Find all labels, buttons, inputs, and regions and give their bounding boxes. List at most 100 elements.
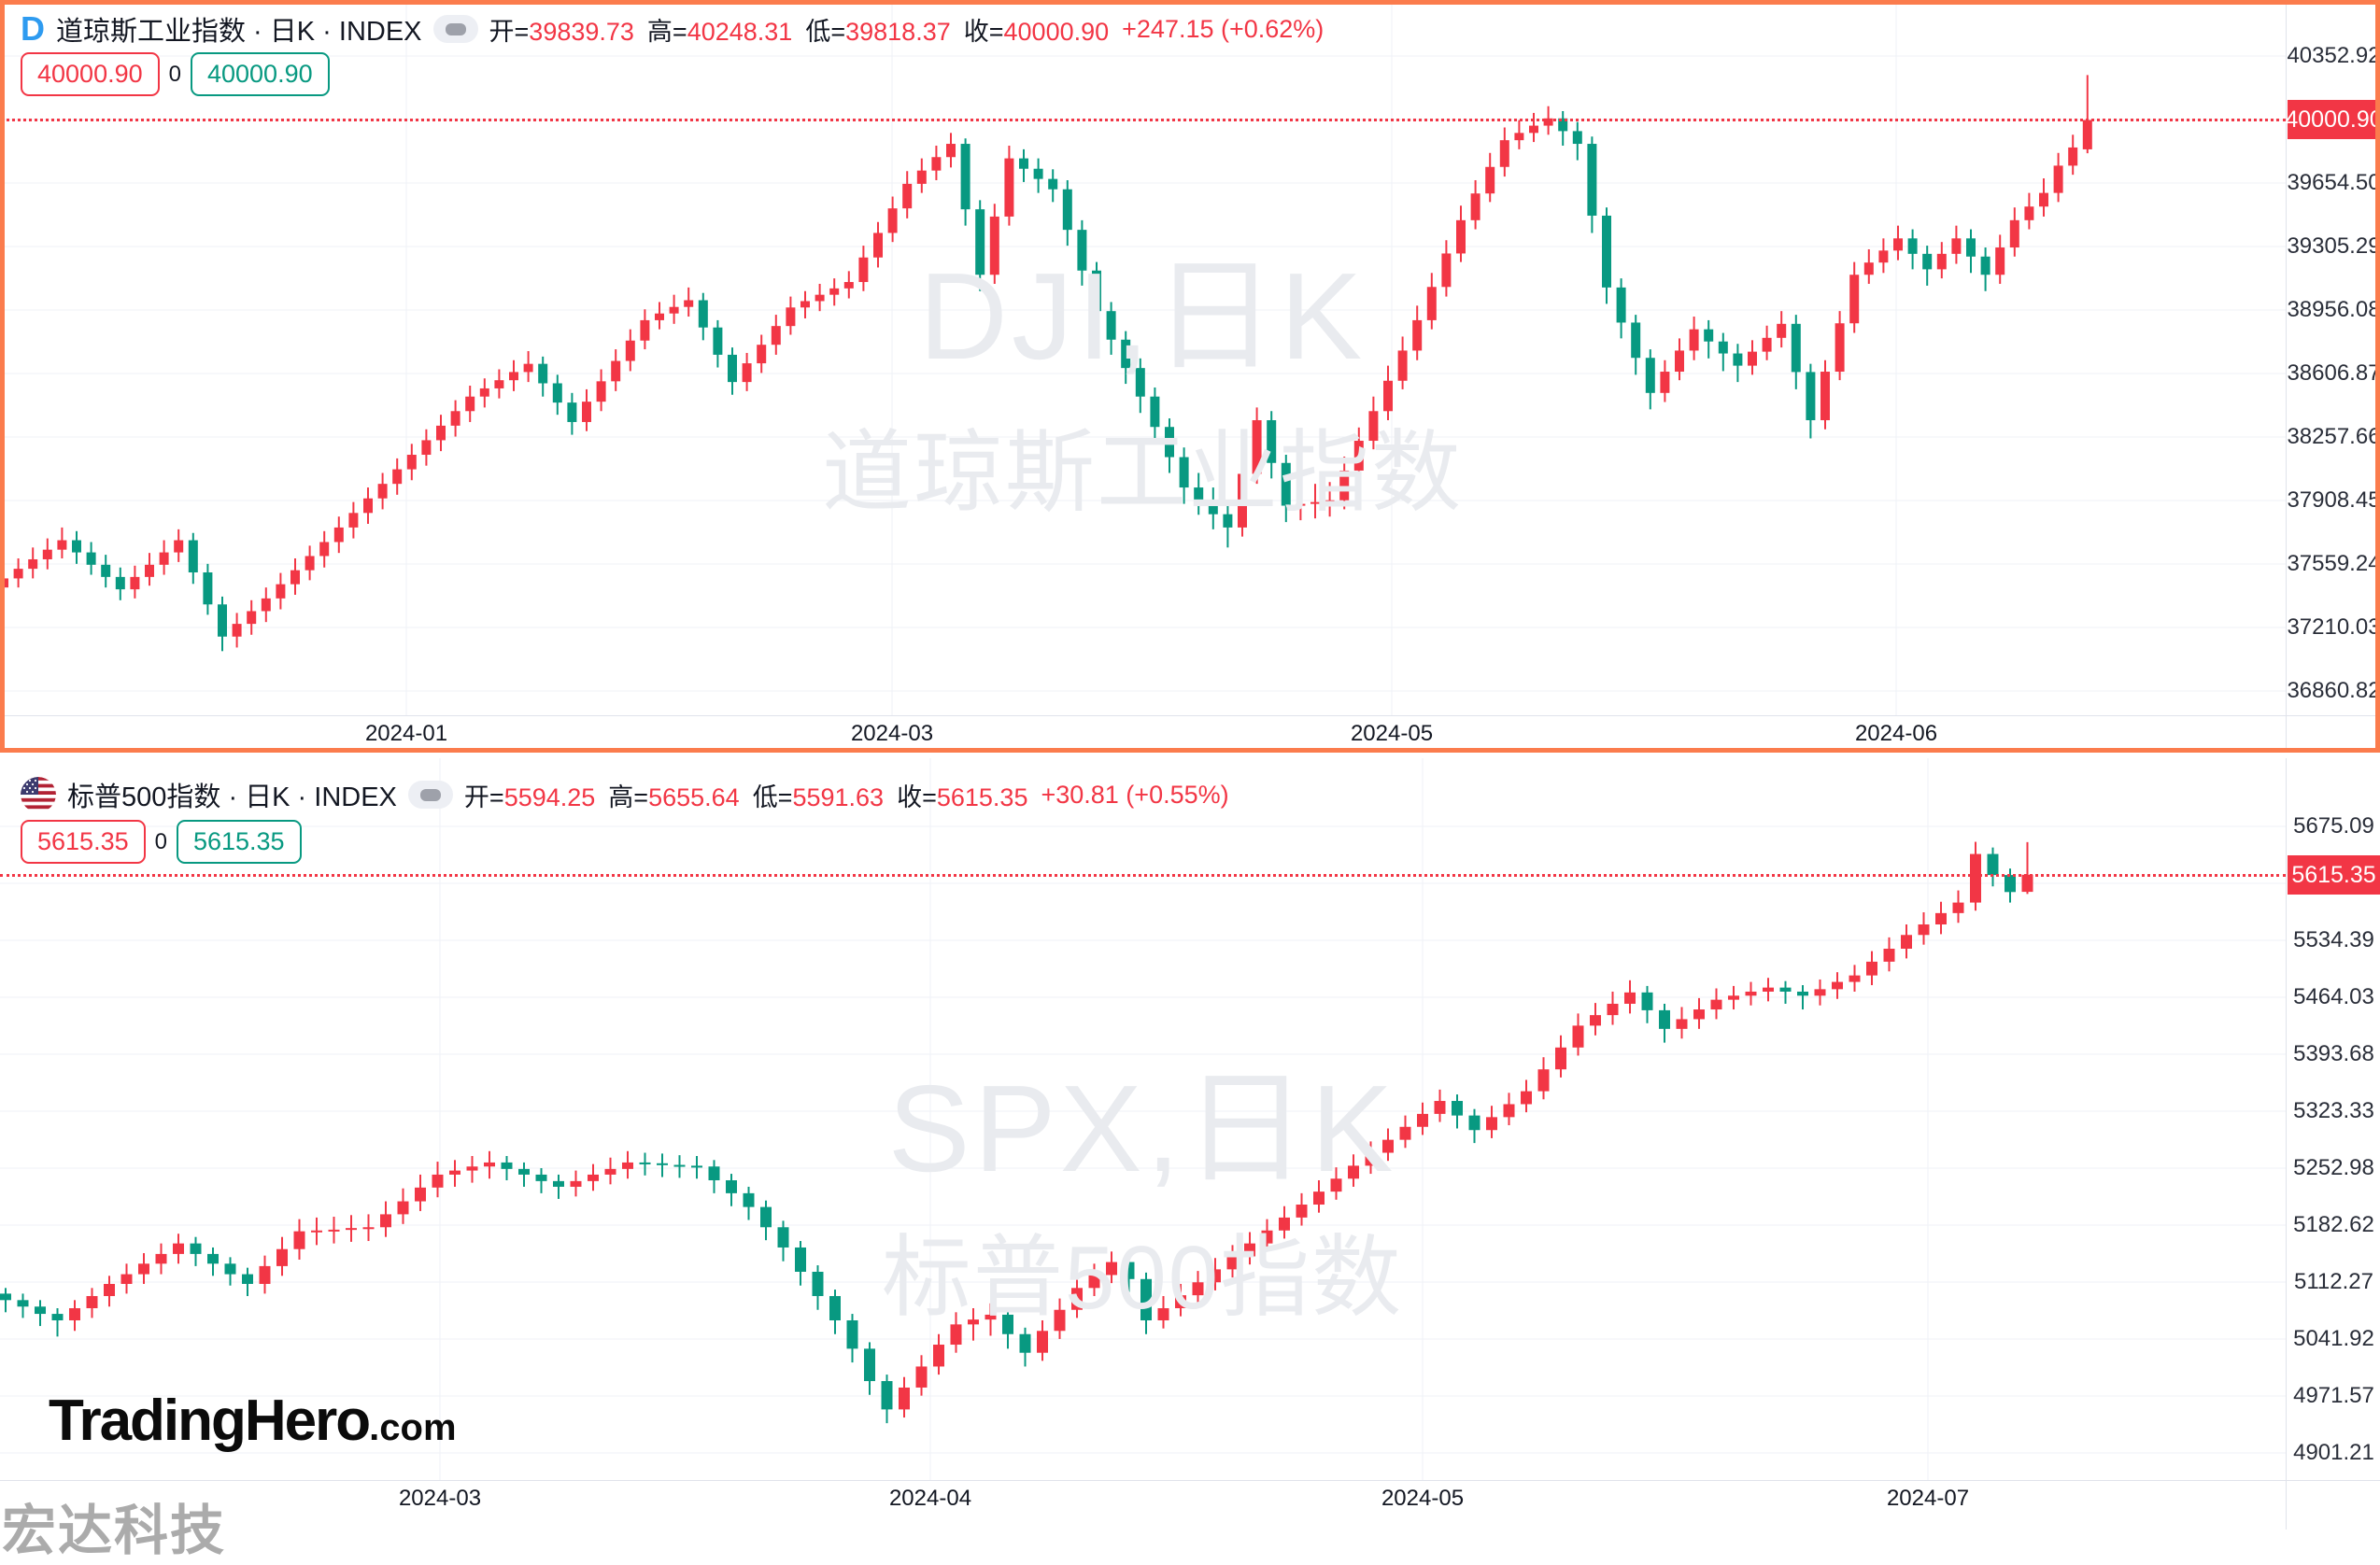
candle-body (1383, 380, 1393, 412)
candle-body (1951, 238, 1962, 254)
candle-body (115, 576, 125, 590)
open-value: 5594.25 (503, 782, 596, 811)
candle-body (1631, 322, 1641, 359)
candle-body (950, 1324, 962, 1346)
candle-body (864, 1348, 875, 1382)
candle-body (1470, 193, 1480, 220)
candle-body (655, 313, 664, 320)
candle-body (742, 363, 752, 383)
ohlc-readout: 开=5594.25 高=5655.64 低=5591.63 收=5615.35 … (464, 777, 1229, 813)
candle-body (86, 1295, 98, 1308)
candle-body (2009, 219, 2019, 248)
price-tick: 37908.45 (2287, 487, 2380, 513)
candle-body (120, 1274, 133, 1284)
chart-watermark-symbol: DJI,日K (918, 247, 1367, 385)
candle-body (1165, 427, 1174, 458)
tradinghero-logo: TradingHero.com (49, 1388, 457, 1454)
sell-price-button[interactable]: 5615.35 (21, 820, 146, 865)
symbol-title[interactable]: 道琼斯工业指数 · 日K · INDEX (56, 17, 422, 47)
legend-toggle-icon[interactable] (407, 781, 453, 809)
candle-body (887, 208, 898, 233)
candle-body (1348, 1165, 1359, 1179)
candle-body (1537, 1069, 1550, 1092)
candle-body (1558, 118, 1568, 132)
candle-body (691, 1165, 702, 1168)
candle-body (1936, 253, 1947, 270)
sell-price-button[interactable]: 40000.90 (21, 52, 160, 97)
candle-body (392, 469, 403, 485)
buy-price-button[interactable]: 5615.35 (176, 820, 302, 865)
candle-body (567, 402, 577, 422)
candle-body (363, 498, 373, 514)
open-label: 开= (489, 17, 530, 46)
buy-price-button[interactable]: 40000.90 (190, 52, 330, 97)
candle-body (1261, 1230, 1273, 1244)
candle-body (1150, 396, 1160, 428)
candle-body (2021, 874, 2033, 893)
candle-body (786, 307, 796, 327)
symbol-title[interactable]: 标普500指数 · 日K · INDEX (67, 782, 397, 812)
candle-body (1456, 219, 1466, 254)
candle-body (1226, 1256, 1239, 1270)
candle-body (1514, 133, 1524, 141)
candle-body (916, 170, 927, 184)
trade-price-buttons: 5615.35 0 5615.35 (21, 820, 302, 865)
close-value: 5615.35 (936, 782, 1028, 811)
legend-toggle-icon[interactable] (432, 15, 478, 43)
candle-body (604, 1168, 616, 1175)
candle-body (933, 1345, 944, 1367)
trade-price-buttons: 40000.90 0 40000.90 (21, 52, 330, 97)
price-tick: 38606.87 (2287, 360, 2380, 386)
candle-body (1820, 372, 1830, 421)
candle-body (1296, 503, 1306, 506)
candle-body (757, 345, 767, 364)
candle-body (640, 319, 650, 341)
candle-body (406, 455, 417, 470)
candle-body (1441, 253, 1452, 288)
candle-body (174, 540, 184, 553)
candlestick-chart-spx[interactable] (0, 758, 2286, 1480)
candle-body (1399, 1126, 1411, 1140)
open-value: 39839.73 (529, 17, 634, 46)
candle-body (673, 1164, 686, 1167)
candle-body (1718, 341, 1728, 354)
candle-body (203, 572, 213, 605)
chart-legend-spx: 标普500指数 · 日K · INDEX 开=5594.25 高=5655.64… (21, 775, 1229, 814)
toggle-dot-icon (419, 788, 441, 801)
candle-body (1572, 131, 1582, 145)
candle-body (1704, 329, 1714, 342)
candle-body (397, 1201, 409, 1215)
date-tick: 2024-03 (398, 1486, 482, 1511)
candle-body (596, 381, 606, 402)
candle-body (873, 233, 883, 258)
candle-body (960, 144, 970, 210)
candle-body (2005, 875, 2016, 893)
candle-body (1918, 923, 1930, 936)
candle-body (449, 1170, 460, 1175)
candle-body (1645, 358, 1655, 393)
candle-body (232, 624, 242, 637)
candle-body (1728, 995, 1739, 1000)
candle-body (1106, 311, 1116, 340)
candle-body (538, 363, 548, 384)
candle-body (1339, 470, 1350, 501)
vendor-watermark: 宏达科技 (2, 1501, 227, 1561)
candle-body (1893, 238, 1903, 251)
candle-body (432, 1174, 444, 1188)
tradinghero-logo-text: TradingHero (49, 1389, 371, 1453)
candle-body (846, 1320, 858, 1349)
candle-body (1952, 902, 1964, 913)
candle-body (242, 1274, 253, 1284)
candle-body (1002, 1314, 1013, 1334)
candle-body (1092, 270, 1101, 312)
candle-body (1922, 253, 1933, 270)
price-tick: 5182.62 (2293, 1212, 2374, 1238)
candle-body (1572, 1025, 1584, 1048)
candle-body (1543, 118, 1553, 126)
candle-body (1486, 1117, 1497, 1131)
candle-body (1835, 323, 1845, 373)
price-tick: 37210.03 (2287, 614, 2380, 640)
candle-body (698, 300, 708, 328)
candle-body (17, 1300, 29, 1307)
candle-body (1313, 1191, 1325, 1205)
